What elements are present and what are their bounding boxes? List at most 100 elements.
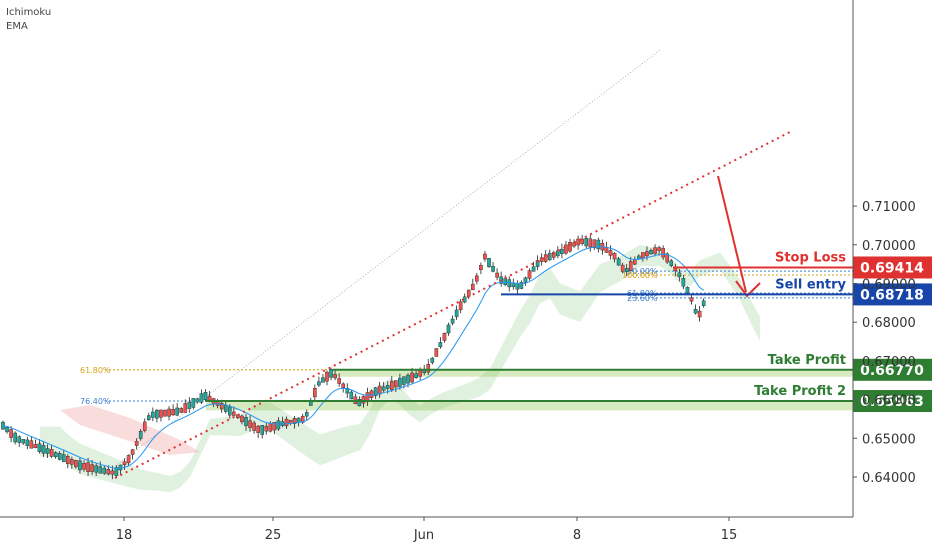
indicator-ichimoku: Ichimoku: [6, 7, 51, 18]
candle-body: [248, 420, 252, 428]
candle-body: [138, 431, 143, 439]
fib-label-4: 100.00%: [622, 271, 658, 280]
candle-body: [369, 390, 374, 398]
candle-body: [98, 466, 102, 474]
overlays: [2, 49, 791, 479]
candle-body: [402, 376, 406, 385]
candle-body: [450, 318, 455, 324]
candle-body: [325, 371, 329, 382]
candle-body: [471, 283, 475, 290]
candle-body: [260, 425, 265, 435]
candle-body: [300, 416, 305, 423]
candle-body: [592, 239, 597, 248]
time-axis: 18 25 Jun 8 15: [0, 516, 853, 543]
candle-body: [503, 278, 508, 285]
candle-body: [86, 462, 90, 472]
price-tick-label: 0.65000: [862, 432, 916, 447]
level-badge-3: [853, 358, 932, 381]
candle-body: [381, 386, 386, 391]
candle-body: [276, 420, 281, 430]
fib-label-6: 23.60%: [627, 294, 658, 303]
level-badge-2: [853, 283, 932, 306]
candle-body: [628, 261, 633, 271]
candle-body: [195, 398, 200, 403]
candle-body: [227, 406, 232, 416]
candle-body: [616, 258, 621, 266]
fib-label-1: 61.80%: [80, 366, 111, 375]
candle-body: [454, 309, 459, 317]
candle-body: [653, 247, 657, 254]
candle-body: [155, 409, 159, 419]
candle-body: [641, 252, 645, 259]
candle-body: [414, 373, 418, 378]
candle-body: [33, 444, 38, 449]
candle-body: [487, 258, 491, 268]
candle-body: [385, 385, 390, 389]
cloud-area: [40, 244, 760, 493]
candle-body: [272, 421, 277, 431]
candle-body: [564, 244, 568, 254]
candle-body: [304, 412, 309, 417]
candle-body: [252, 422, 256, 431]
candle-body: [446, 324, 451, 334]
candle-body: [361, 396, 366, 404]
candle-body: [321, 377, 325, 383]
candle-body: [329, 368, 333, 378]
zone-2: [206, 401, 853, 411]
candle-body: [151, 411, 155, 418]
candle-body: [203, 392, 208, 401]
candle-body: [418, 370, 422, 377]
candle-body: [479, 265, 483, 270]
candle-body: [17, 436, 22, 443]
candle-body: [122, 461, 127, 466]
candle-body: [163, 409, 167, 417]
trend-line: [114, 131, 791, 479]
candle-body: [292, 418, 297, 424]
candle-body: [645, 251, 649, 257]
price-tick-label: 0.70000: [862, 239, 916, 254]
candle-body: [65, 456, 70, 464]
candle-body: [240, 415, 244, 423]
candle-body: [620, 264, 625, 272]
candle-body: [657, 247, 661, 251]
candle-body: [175, 407, 179, 416]
candle-body: [191, 398, 196, 408]
candle-body: [576, 238, 580, 246]
candle-body: [171, 409, 175, 416]
indicator-ema: EMA: [6, 21, 28, 32]
candle-body: [110, 470, 115, 475]
candle-body: [685, 287, 690, 294]
candle-body: [45, 448, 50, 454]
candle-body: [588, 238, 593, 248]
cloud-area-bearish: [60, 405, 200, 455]
candles: [1, 234, 706, 480]
candle-body: [608, 250, 613, 256]
price-tick-label: 0.69000: [862, 278, 916, 293]
candle-body: [434, 348, 439, 357]
candle-body: [398, 377, 402, 387]
candle-body: [349, 391, 354, 400]
candle-body: [689, 297, 694, 302]
candle-body: [53, 452, 58, 458]
candle-body: [126, 455, 131, 464]
level-badge-value-1: 0.69414: [860, 260, 924, 276]
candle-body: [556, 250, 560, 257]
candle-body: [633, 259, 637, 265]
candle-body: [669, 260, 674, 266]
level-badge-value-4: 0.65963: [860, 394, 924, 410]
candle-body: [268, 423, 273, 432]
candle-body: [57, 453, 62, 460]
time-tick-label: 18: [116, 528, 133, 543]
candle-body: [264, 425, 269, 432]
candle-body: [74, 460, 78, 468]
candle-body: [179, 408, 184, 413]
candle-body: [313, 388, 317, 398]
time-tick-label: 15: [721, 528, 738, 543]
candle-body: [21, 439, 26, 444]
level-label-1: Stop Loss: [775, 250, 846, 265]
candle-body: [232, 411, 236, 416]
candle-body: [442, 332, 447, 341]
price-tick-label: 0.68000: [862, 316, 916, 331]
candle-body: [134, 441, 139, 446]
